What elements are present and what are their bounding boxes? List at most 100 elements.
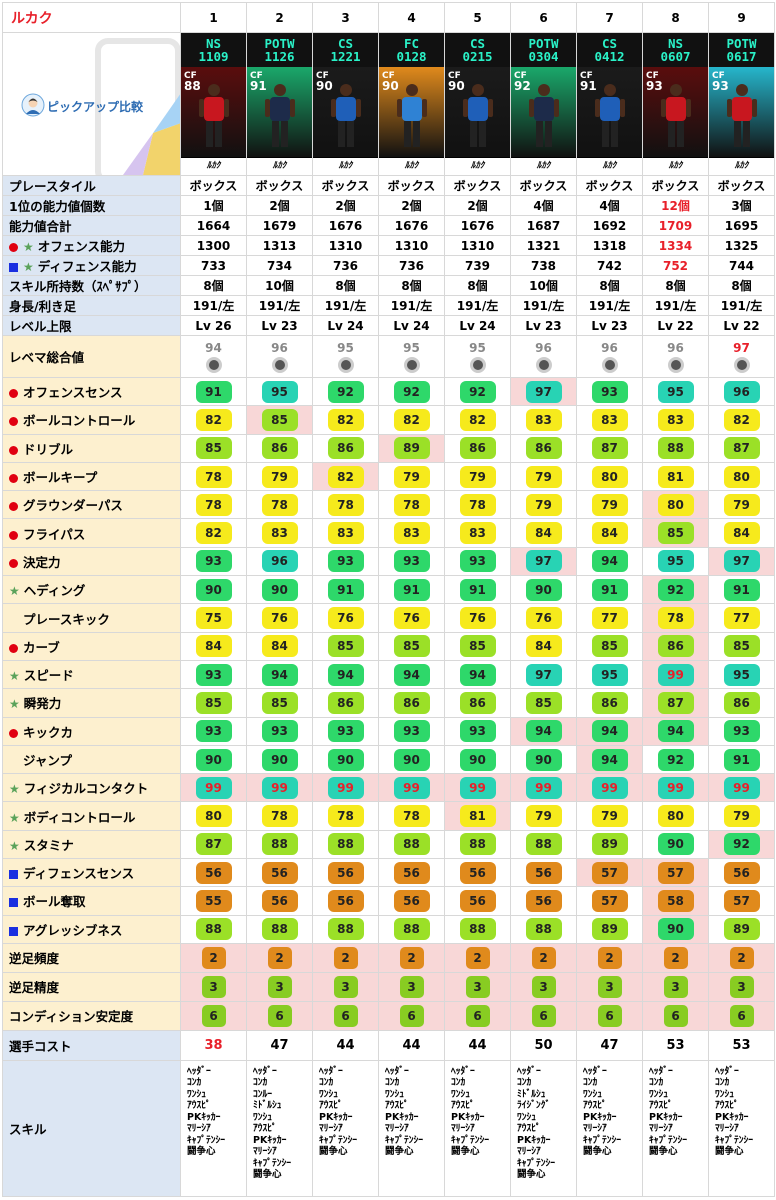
info-value: 8個 [708,275,775,296]
stat-badge: 57 [723,889,760,912]
stat-badge: 99 [393,776,430,799]
card-image: CF 91 [247,67,312,157]
stat-badge: 94 [393,663,430,686]
stat-badge: 82 [723,408,760,431]
info-value: Lv 24 [378,315,445,336]
stat-badge: 97 [525,550,562,573]
foot-badge: 2 [531,946,556,969]
info-value: 1310 [378,235,445,256]
row-label: 逆足頻度 [2,942,181,973]
stat-cell: 91 [378,575,445,605]
row-label: ★ ボディコントロール [2,801,181,831]
card-rating: CF 93 [646,71,663,93]
stat-cell: 94 [576,716,643,746]
foot-cell: 3 [246,971,313,1002]
card-ovr: 93 [646,79,663,93]
info-row: ★ オフェンス能力 1300 1313 1310 1310 1310 1321 1318 1334… [2,235,775,256]
row-label: ★ オフェンス能力 [2,235,181,256]
stat-cell: 79 [510,490,577,520]
stat-cell: 93 [180,716,247,746]
stat-cell: 94 [510,716,577,746]
stat-cell: 56 [444,886,511,916]
card-name: ﾙｶｸ [643,157,708,175]
rating-value: 94 [205,340,222,355]
stat-cell: 93 [444,546,511,577]
player-card[interactable]: POTW 0304 CF 92 ﾙｶｸ [510,32,577,176]
info-value: 744 [708,255,775,276]
row-label-text: ディフェンス能力 [37,259,137,274]
foot-cell: 2 [180,942,247,973]
row-label: カーブ [2,631,181,661]
stat-badge: 90 [261,578,298,601]
info-value: 8個 [576,275,643,296]
stat-cell: 88 [378,914,445,944]
stat-cell: 92 [444,376,511,407]
foot-cell: 2 [444,942,511,973]
row-label-text: レベマ総合値 [9,350,85,365]
stat-badge: 95 [657,380,694,403]
blue-square-icon [9,870,18,880]
stat-badge: 78 [459,493,496,516]
stat-badge: 94 [591,720,628,743]
info-value: ボックス [576,175,643,196]
stat-row: ボールコントロール 82 85 82 82 82 83 83 83 82 [2,405,775,435]
player-card[interactable]: CS 1221 CF 90 ﾙｶｸ [312,32,379,176]
rating-value: 96 [271,340,288,355]
stat-cell: 56 [312,858,379,888]
stat-badge: 85 [195,437,232,460]
stat-badge: 88 [393,918,430,941]
row-label-text: グラウンダーパス [23,498,123,514]
stat-cell: 83 [246,518,313,548]
stat-badge: 91 [459,578,496,601]
player-card[interactable]: CS 0412 CF 91 ﾙｶｸ [576,32,643,176]
stat-badge: 90 [261,748,298,771]
info-value: Lv 23 [576,315,643,336]
player-card[interactable]: CS 0215 CF 90 ﾙｶｸ [444,32,511,176]
stat-badge: 95 [591,663,628,686]
row-label-text: ドリブル [23,441,74,457]
foot-cell: 3 [378,971,445,1002]
stat-cell: 85 [576,631,643,661]
foot-badge: 2 [267,946,292,969]
stat-badge: 56 [459,861,496,884]
rating-value: 95 [337,340,354,355]
stat-badge: 80 [723,465,760,488]
stat-cell: 91 [444,575,511,605]
player-card[interactable]: NS 0607 CF 93 ﾙｶｸ [642,32,709,176]
stat-badge: 92 [657,578,694,601]
foot-badge: 2 [465,946,490,969]
stat-badge: 83 [657,408,694,431]
stat-cell: 85 [642,518,709,548]
card-name: ﾙｶｸ [709,157,774,175]
stat-badge: 86 [525,437,562,460]
skills-list: ﾍｯﾀﾞｰ ｺﾝｶ ｺﾝﾙｰ ﾐﾄﾞﾙｼｭ ﾜﾝｼｭ ｱｳｽﾋﾟ PKｷｯｶｰ … [246,1059,313,1197]
player-card[interactable]: POTW 0617 CF 93 ﾙｶｸ [708,32,775,176]
stat-row: 決定力 93 96 93 93 93 97 94 95 97 [2,546,775,577]
player-card[interactable]: FC 0128 CF 90 ﾙｶｸ [378,32,445,176]
stat-badge: 84 [261,635,298,658]
stat-cell: 78 [312,801,379,831]
stat-cell: 97 [510,546,577,577]
stat-cell: 90 [444,744,511,775]
stat-row: ★ フィジカルコンタクト 99 99 99 99 99 99 99 99 99 [2,773,775,803]
player-figure [726,84,757,147]
card-rating: CF 93 [712,71,729,93]
stat-cell: 88 [246,914,313,944]
row-label: ★ スタミナ [2,829,181,860]
stat-cell: 76 [378,603,445,633]
card-position: CF [382,71,395,81]
blue-square-icon [9,263,18,272]
stat-row: ドリブル 85 86 86 89 86 86 87 88 87 [2,433,775,463]
rating-cell: 95 [444,335,511,378]
stat-cell: 91 [180,376,247,407]
player-card[interactable]: NS 1109 CF 88 ﾙｶｸ [180,32,247,176]
stat-cell: 76 [246,603,313,633]
stat-cell: 96 [246,546,313,577]
info-value: 191/左 [378,295,445,316]
stat-badge: 91 [591,578,628,601]
row-label: キックカ [2,716,181,746]
card-name: ﾙｶｸ [379,157,444,175]
player-card[interactable]: POTW 1126 CF 91 ﾙｶｸ [246,32,313,176]
info-row: 身長/利き足 191/左 191/左 191/左 191/左 191/左 191/左 191/… [2,295,775,316]
foot-badge: 3 [399,975,424,998]
